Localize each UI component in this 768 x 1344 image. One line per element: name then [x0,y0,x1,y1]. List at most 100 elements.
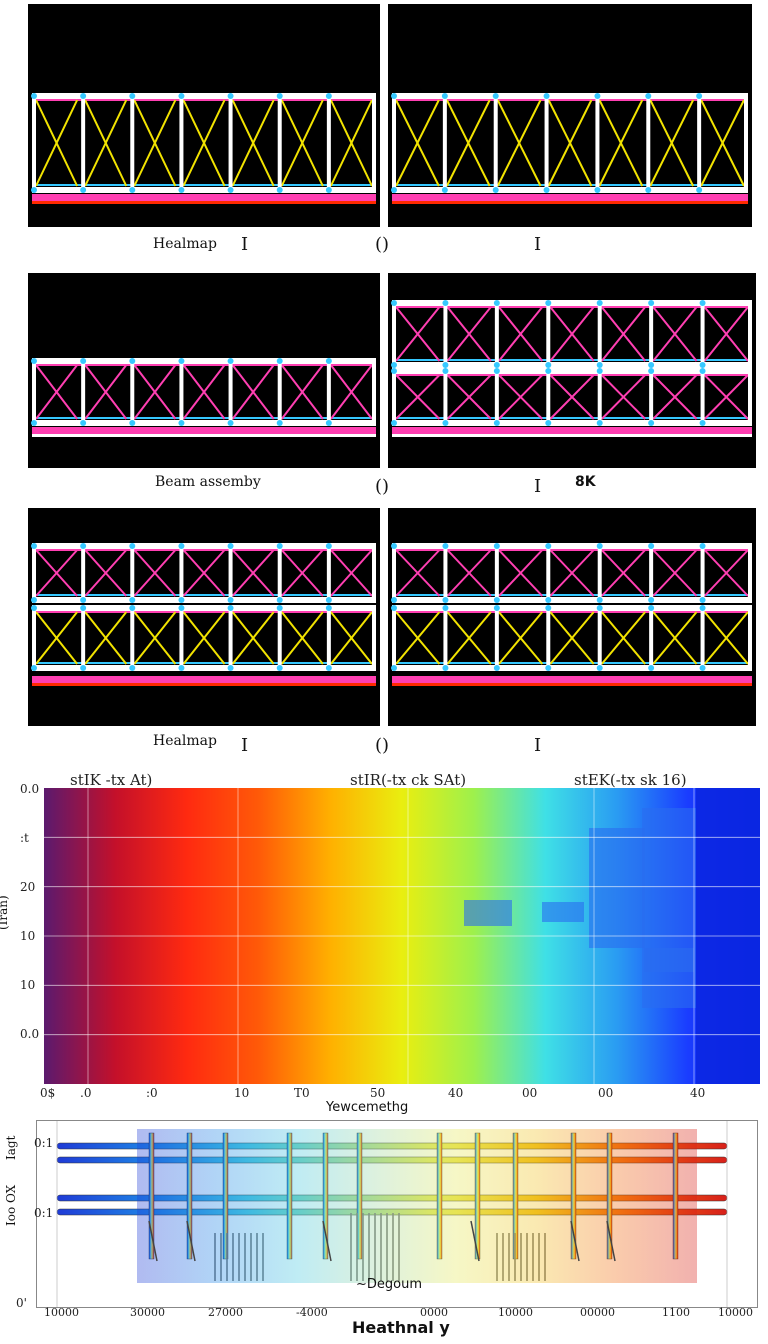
heatmap-2-ytick: 0:1 [34,1136,54,1150]
truss-node [545,420,552,426]
truss-deck [32,427,376,434]
truss-post [597,608,602,668]
heatmap-1-xtick: 40 [690,1086,706,1100]
truss-post [277,608,282,668]
truss-post [595,96,600,190]
truss-node [129,93,136,99]
truss-node [227,358,234,364]
truss-node [129,358,136,364]
truss-node [227,93,234,99]
truss-node [493,597,500,603]
truss-deck-edge [392,683,752,686]
heatmap-2-xtick: -4000 [296,1306,328,1319]
truss-node [391,605,397,611]
truss-node [493,368,500,374]
truss-node [545,300,552,306]
truss-node [80,93,87,99]
truss-node [699,597,706,603]
truss-diagonal [280,611,324,665]
truss-post [392,303,396,365]
truss-diagonal [330,364,373,420]
truss-node [31,605,37,611]
truss-post [697,96,702,190]
heatmap-2-xtick: 10000 [44,1306,79,1319]
truss-diagonal [703,549,749,597]
truss-node [129,187,136,193]
truss-node [442,597,449,603]
truss-chord [32,187,376,193]
truss-diagonal [280,549,324,597]
truss-post [32,96,36,190]
truss-node [129,597,136,603]
truss-node [276,187,283,193]
truss-diagonal [549,549,595,597]
truss-chord-accent [392,359,752,361]
truss-node [648,420,655,426]
truss-node [227,597,234,603]
truss-deck [32,194,376,201]
truss-diagonal [84,364,128,420]
truss-post [81,361,86,423]
truss-node [492,93,499,99]
truss-post [277,361,282,423]
truss-post [81,96,86,190]
truss-deck-edge [32,434,376,437]
truss-diagonal [549,306,595,362]
truss-node [442,368,449,374]
truss-chord-accent [392,184,748,186]
truss-diagonal [133,364,177,420]
truss-deck [392,676,752,683]
heatmap-1-blotch [589,828,645,948]
truss-chord-accent [392,594,752,596]
truss-node [129,543,136,549]
truss-node [178,665,185,671]
truss-node [276,93,283,99]
truss-node [493,543,500,549]
truss-panel-1-left [28,4,380,227]
truss-chord [32,93,376,99]
truss-diagonal [446,306,492,362]
row-3-glyph-b: I [534,735,542,756]
heatmap-1-xtick: 00 [522,1086,538,1100]
truss-post [326,361,331,423]
truss-post [544,96,549,190]
truss-node [696,187,703,193]
truss-node [276,597,283,603]
truss-chord [32,597,376,603]
truss-diagonal [652,374,698,420]
truss-diagonal [496,99,542,187]
truss-chord-accent [392,611,752,613]
truss-post [228,96,233,190]
truss-chord [392,420,752,426]
heatmap-1-ylabel: (Iran) [0,895,10,930]
truss-post [32,608,36,668]
truss-post [372,546,376,600]
truss-post [392,608,396,668]
truss-diagonal [395,549,441,597]
truss-diagonal [280,99,324,187]
truss-post [649,546,654,600]
truss-node [31,187,37,193]
truss-panel-3-left [28,508,380,726]
truss-diagonal [231,611,275,665]
truss-node [276,605,283,611]
truss-node [276,665,283,671]
truss-diagonal [649,99,695,187]
truss-node [227,187,234,193]
truss-node [442,605,449,611]
truss-node [276,358,283,364]
truss-node [80,420,87,426]
truss-node [80,665,87,671]
truss-chord [392,597,752,603]
row-2-extra: 8K [575,474,596,490]
truss-diagonal [446,549,492,597]
truss-post [748,371,752,423]
truss-post [700,546,705,600]
truss-node [227,605,234,611]
truss-node [645,93,652,99]
truss-post [700,303,705,365]
truss-chord-accent [32,364,376,366]
heatmap-1-xtick: T0 [294,1086,310,1100]
truss-node [441,187,448,193]
truss-panel-1-right [388,4,752,227]
